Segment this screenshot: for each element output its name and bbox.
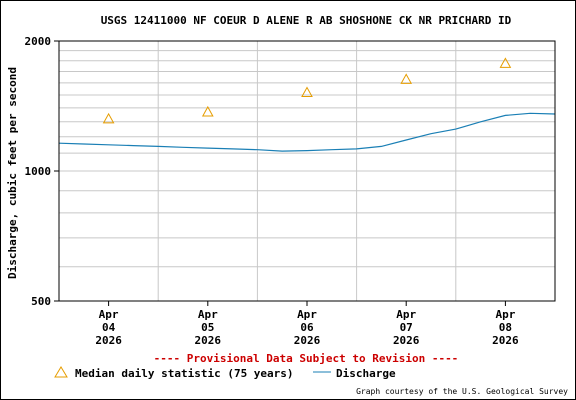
legend-discharge-label: Discharge — [336, 367, 396, 380]
legend-median-triangle-icon — [54, 366, 68, 378]
y-axis-ticks: 500 1000 2000 — [25, 35, 59, 308]
plot-series — [58, 57, 556, 152]
plot-border — [58, 40, 556, 302]
x-tick-label-day: 07 — [400, 321, 413, 334]
median-point — [400, 73, 413, 84]
x-axis-ticks: Apr042026Apr052026Apr062026Apr072026Apr0… — [95, 301, 519, 347]
y-axis-label: Discharge, cubic feet per second — [6, 67, 19, 279]
usgs-credit: Graph courtesy of the U.S. Geological Su… — [356, 387, 568, 396]
y-tick-label: 500 — [31, 295, 51, 308]
x-tick-label-month: Apr — [99, 308, 119, 321]
median-point — [102, 112, 115, 124]
x-tick-label-year: 2026 — [294, 334, 321, 347]
median-point — [301, 86, 313, 97]
x-tick-label-month: Apr — [198, 308, 218, 321]
legend-median-label: Median daily statistic (75 years) — [75, 367, 294, 380]
x-tick-label-year: 2026 — [492, 334, 519, 347]
x-tick-label-day: 04 — [102, 321, 116, 334]
median-point — [201, 105, 214, 117]
x-tick-label-month: Apr — [495, 308, 515, 321]
x-tick-label-day: 06 — [300, 321, 314, 334]
x-tick-label-day: 08 — [499, 321, 512, 334]
y-tick-label: 2000 — [25, 35, 52, 48]
x-tick-label-year: 2026 — [95, 334, 122, 347]
legend: Median daily statistic (75 years) Discha… — [54, 366, 396, 380]
x-tick-label-day: 05 — [201, 321, 214, 334]
x-tick-label-year: 2026 — [393, 334, 420, 347]
x-tick-label-year: 2026 — [195, 334, 222, 347]
discharge-line — [58, 112, 556, 152]
median-point — [499, 57, 512, 68]
chart-title: USGS 12411000 NF COEUR D ALENE R AB SHOS… — [101, 14, 512, 27]
y-tick-label: 1000 — [25, 165, 52, 178]
x-tick-label-month: Apr — [297, 308, 317, 321]
provisional-note: ---- Provisional Data Subject to Revisio… — [154, 352, 459, 365]
x-tick-label-month: Apr — [396, 308, 416, 321]
grid-lines — [59, 41, 555, 301]
